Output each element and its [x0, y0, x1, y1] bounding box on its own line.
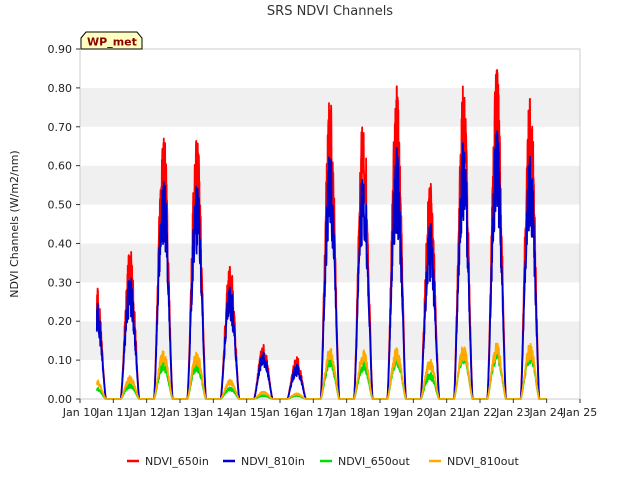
- y-tick-label: 0.10: [48, 354, 73, 367]
- y-tick-label: 0.00: [48, 393, 73, 406]
- x-tick-label: Jan 20: [395, 406, 430, 419]
- x-tick-label: Jan 16: [262, 406, 297, 419]
- legend: NDVI_650in NDVI_810in NDVI_650out NDVI_810o…: [127, 455, 519, 468]
- series-line-ndvi_810in: [95, 130, 548, 400]
- y-tick-label: 0.90: [48, 43, 73, 56]
- y-tick-label: 0.60: [48, 160, 73, 173]
- x-tick-label: Jan 14: [195, 406, 230, 419]
- series-layer: [95, 68, 548, 400]
- x-tick-label: Jan 12: [128, 406, 163, 419]
- legend-label: NDVI_650in: [145, 455, 209, 468]
- x-tick-label: Jan 22: [462, 406, 497, 419]
- x-tick-label: Jan 21: [428, 406, 463, 419]
- x-tick-label: Jan 25: [562, 406, 597, 419]
- x-tick-label: Jan 19: [362, 406, 397, 419]
- station-badge-shape: [80, 31, 143, 50]
- grid-band: [80, 282, 580, 322]
- legend-label: NDVI_810in: [241, 455, 305, 468]
- y-tick-label: 0.20: [48, 315, 73, 328]
- y-tick-label: 0.30: [48, 276, 73, 289]
- grid-band: [80, 243, 580, 283]
- x-tick-label: Jan 11: [95, 406, 130, 419]
- legend-label: NDVI_650out: [338, 455, 410, 468]
- y-tick-label: 0.40: [48, 237, 73, 250]
- y-tick-label: 0.80: [48, 82, 73, 95]
- plot-area: [79, 48, 581, 400]
- x-tick-label: Jan 10: [62, 406, 97, 419]
- x-tick-label: Jan 17: [295, 406, 330, 419]
- chart-title: SRS NDVI Channels: [267, 4, 393, 19]
- y-tick-label: 0.50: [48, 199, 73, 212]
- series-line-ndvi_810out: [95, 342, 548, 400]
- grid-band: [80, 49, 580, 88]
- y-tick-label: 0.70: [48, 121, 73, 134]
- x-tick-label: Jan 15: [228, 406, 263, 419]
- x-tick-label: Jan 18: [328, 406, 363, 419]
- x-tick-label: Jan 13: [162, 406, 197, 419]
- y-axis-label: NDVI Channels (W/m2/nm): [8, 150, 21, 297]
- station-badge: WP_met: [80, 31, 143, 50]
- x-tick-label: Jan 23: [495, 406, 530, 419]
- y-axis: 0.00 0.10 0.20 0.30 0.40 0.50 0.60 0.70 0.80 0.90: [48, 43, 80, 406]
- legend-label: NDVI_810out: [447, 455, 519, 468]
- station-badge-label: WP_met: [87, 36, 137, 49]
- x-tick-label: Jan 24: [528, 406, 563, 419]
